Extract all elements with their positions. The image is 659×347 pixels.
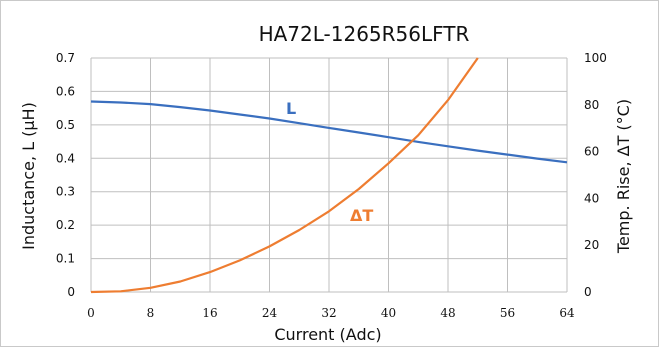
y-left-tick-label: 0.6: [56, 84, 75, 98]
y-left-tick-label: 0.3: [56, 185, 75, 199]
y-right-tick-label: 80: [584, 98, 599, 112]
y-left-tick-label: 0.5: [56, 118, 75, 132]
y-right-tick-label: 0: [584, 285, 592, 299]
grid: [90, 57, 568, 293]
tick-labels: 0 8 16 24 32 40 48 56 64 0 0.1 0.2 0.3 0.4 0.5 0.6 0.7 0 2…: [56, 51, 607, 320]
y-left-tick-label: 0.1: [56, 252, 75, 266]
x-tick-label: 8: [147, 306, 155, 320]
x-axis-label: Current (Adc): [274, 325, 381, 344]
x-tick-label: 56: [500, 306, 515, 320]
y-right-tick-label: 40: [584, 191, 599, 205]
series-line-temp-rise: [90, 57, 479, 294]
x-tick-label: 48: [440, 306, 455, 320]
x-tick-label: 0: [87, 306, 95, 320]
y-axis-right-label: Temp. Rise, ΔT (°C): [614, 99, 633, 254]
x-tick-label: 16: [202, 306, 217, 320]
y-right-tick-label: 100: [584, 51, 607, 65]
y-right-tick-label: 60: [584, 145, 599, 159]
x-tick-label: 32: [321, 306, 336, 320]
y-left-tick-label: 0.7: [56, 51, 75, 65]
series-line-inductance: [90, 100, 568, 164]
series-lines: [90, 57, 568, 294]
chart-title: HA72L-1265R56LFTR: [259, 22, 470, 46]
y-left-tick-label: 0.2: [56, 218, 75, 232]
y-axis-left-label: Inductance, L (µH): [19, 102, 38, 250]
x-tick-label: 40: [381, 306, 396, 320]
x-tick-label: 64: [559, 306, 575, 320]
x-tick-label: 24: [262, 306, 278, 320]
series-label-delta-t: ΔT: [350, 206, 373, 225]
y-right-tick-label: 20: [584, 238, 599, 252]
series-label-l: L: [286, 99, 296, 118]
y-left-tick-label: 0: [67, 285, 75, 299]
y-left-tick-label: 0.4: [56, 151, 75, 165]
